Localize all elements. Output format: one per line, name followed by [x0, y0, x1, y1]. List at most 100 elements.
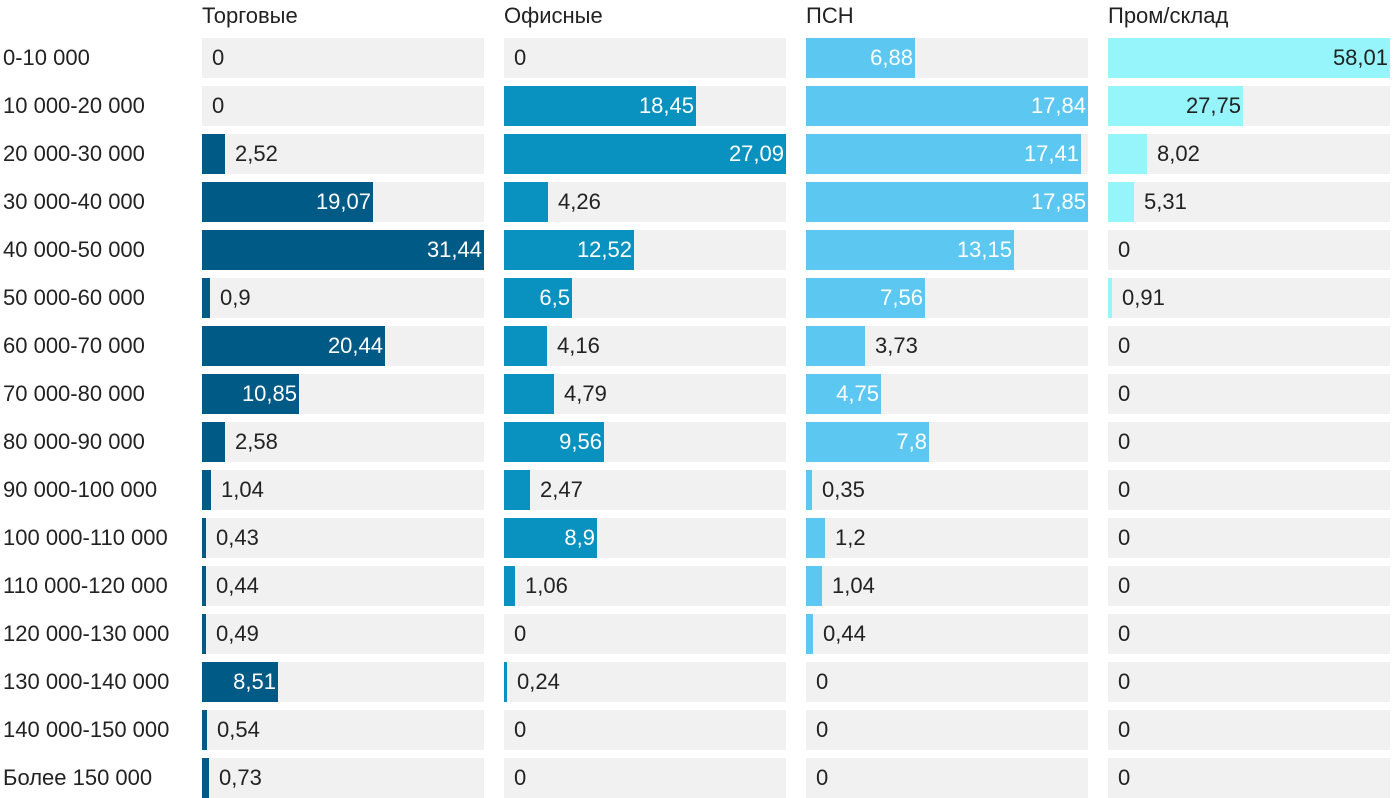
bar-track [504, 662, 786, 702]
bar [202, 278, 210, 318]
row-label: 20 000-30 000 [3, 141, 145, 166]
series-header: ПСН [806, 3, 854, 28]
bar-track [806, 566, 1088, 606]
data-label: 8,02 [1157, 141, 1200, 166]
data-label: 13,15 [956, 237, 1012, 262]
data-label: 0 [1118, 573, 1131, 598]
bar [504, 470, 530, 510]
row-label: 40 000-50 000 [3, 237, 145, 262]
bar [806, 470, 812, 510]
row-label: Более 150 000 [3, 765, 153, 790]
bar [1108, 278, 1112, 318]
bar-track [1108, 374, 1390, 414]
bar [504, 518, 597, 558]
data-label: 0,43 [216, 525, 259, 550]
data-label: 5,31 [1144, 189, 1187, 214]
bar-track [202, 518, 484, 558]
bar [806, 86, 1088, 126]
row-label: 60 000-70 000 [3, 333, 145, 358]
data-label: 2,58 [235, 429, 278, 454]
row-label: 30 000-40 000 [3, 189, 145, 214]
bar [806, 182, 1088, 222]
data-label: 19,07 [315, 189, 371, 214]
bar-track [806, 662, 1088, 702]
bar-track [806, 710, 1088, 750]
series-header: Пром/склад [1108, 3, 1229, 28]
bar [806, 230, 1014, 270]
data-label: 12,52 [576, 237, 632, 262]
bar [202, 326, 385, 366]
data-label: 31,44 [426, 237, 482, 262]
data-label: 0 [1118, 621, 1131, 646]
bar [202, 518, 206, 558]
data-label: 27,09 [728, 141, 784, 166]
bar-track [202, 134, 484, 174]
bar [806, 38, 915, 78]
bar [504, 134, 786, 174]
bar [504, 230, 634, 270]
data-label: 6,5 [539, 285, 570, 310]
series-header: Торговые [202, 3, 298, 28]
bar [202, 422, 225, 462]
data-label: 10,85 [241, 381, 297, 406]
bar-track [1108, 662, 1390, 702]
data-label: 0 [816, 765, 829, 790]
data-label: 7,56 [880, 285, 923, 310]
data-label: 0,44 [823, 621, 866, 646]
bar-track [1108, 518, 1390, 558]
bar-track [202, 422, 484, 462]
data-label: 0 [1118, 765, 1131, 790]
data-label: 0,49 [216, 621, 259, 646]
data-label: 0,35 [822, 477, 865, 502]
bar-track [1108, 710, 1390, 750]
bar [806, 566, 822, 606]
bar-track [1108, 422, 1390, 462]
bar [806, 374, 881, 414]
data-label: 18,45 [638, 93, 694, 118]
bar [202, 470, 211, 510]
row-label: 90 000-100 000 [3, 477, 158, 502]
data-label: 20,44 [327, 333, 383, 358]
bar-track [504, 38, 786, 78]
data-label: 2,47 [540, 477, 583, 502]
row-label: 70 000-80 000 [3, 381, 145, 406]
bar-track [202, 86, 484, 126]
bar-track [806, 614, 1088, 654]
data-label: 17,85 [1030, 189, 1086, 214]
bar [202, 182, 373, 222]
bar-track [1108, 230, 1390, 270]
data-label: 4,79 [564, 381, 607, 406]
data-label: 0 [816, 717, 829, 742]
bar [806, 326, 865, 366]
bar-track [806, 758, 1088, 798]
data-label: 0 [1118, 381, 1131, 406]
bar-track [202, 566, 484, 606]
bar-track [504, 326, 786, 366]
bar [1108, 182, 1134, 222]
bar-track [504, 710, 786, 750]
data-label: 0 [514, 45, 527, 70]
data-label: 8,51 [233, 669, 276, 694]
data-label: 17,41 [1023, 141, 1079, 166]
data-label: 0 [1118, 429, 1131, 454]
data-label: 4,16 [557, 333, 600, 358]
data-label: 1,2 [835, 525, 866, 550]
bar [202, 758, 209, 798]
data-label: 17,84 [1030, 93, 1086, 118]
bar [504, 422, 604, 462]
bar [202, 230, 484, 270]
bar-track [202, 38, 484, 78]
bar-track [202, 710, 484, 750]
bar [504, 566, 515, 606]
data-label: 0 [1118, 477, 1131, 502]
bar [504, 326, 547, 366]
bar [504, 662, 507, 702]
bar-track [202, 278, 484, 318]
bar-track [806, 470, 1088, 510]
data-label: 7,8 [896, 429, 927, 454]
bar [806, 278, 925, 318]
data-label: 0,24 [517, 669, 560, 694]
bar-track [1108, 326, 1390, 366]
data-label: 0 [1118, 237, 1131, 262]
data-label: 0 [212, 45, 225, 70]
